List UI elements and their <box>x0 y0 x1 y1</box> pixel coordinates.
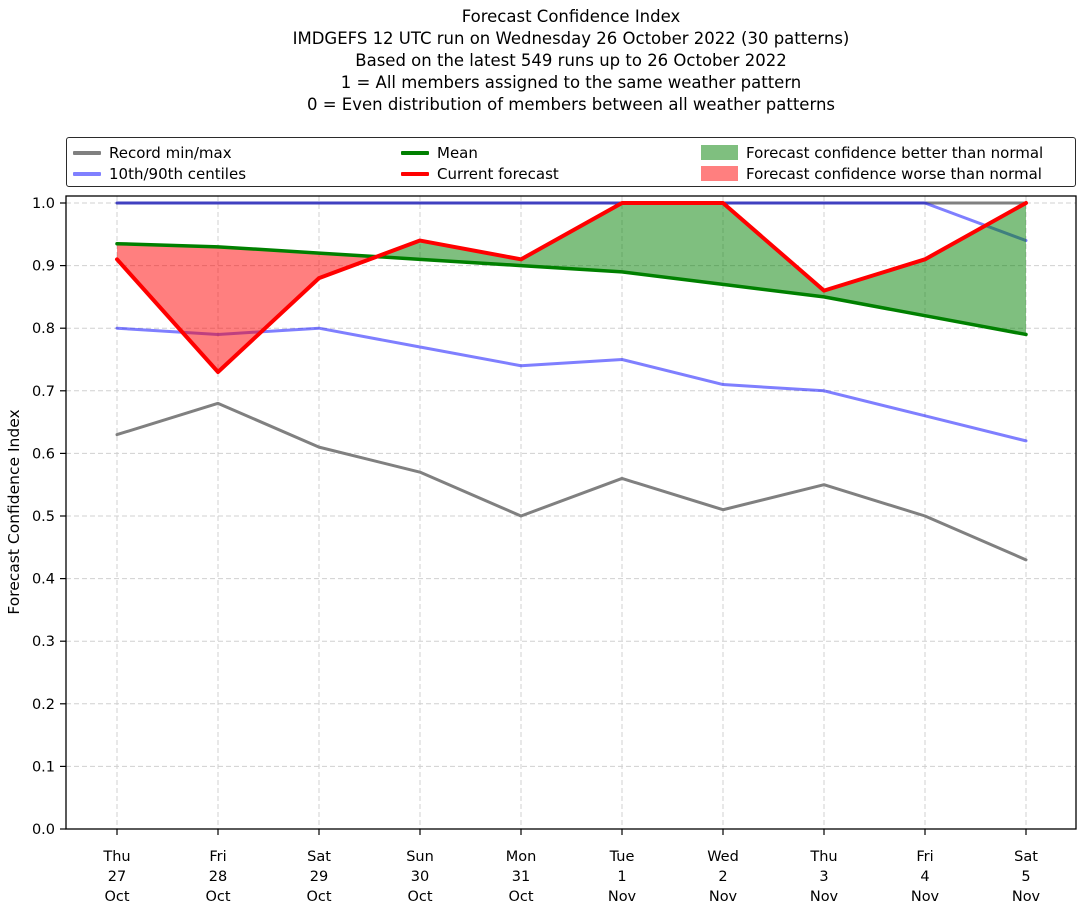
y-tick-label: 0.4 <box>32 572 55 588</box>
legend-line-swatch <box>401 171 429 176</box>
chart-title-block: Forecast Confidence Index IMDGEFS 12 UTC… <box>66 6 1076 116</box>
x-axis: Thu 27 Oct Fri 28 Oct Sat 29 Oct Sun 30 Oct Mon 31 Oct… <box>102 829 1041 905</box>
x-tick-label: Thu 27 Oct <box>102 849 130 905</box>
legend-column: Mean Current forecast <box>401 142 559 184</box>
x-tick-label: Fri 4 Nov <box>911 849 940 905</box>
y-tick-label: 0.6 <box>32 446 55 462</box>
x-tick-label: Mon 31 Oct <box>506 849 537 905</box>
y-tick-label: 0.9 <box>32 259 55 275</box>
legend-item: 10th/90th centiles <box>73 163 246 184</box>
x-tick-label: Thu 3 Nov <box>809 849 838 905</box>
series-90th-centile <box>115 201 1028 243</box>
x-tick-label: Wed 2 Nov <box>707 849 739 905</box>
chart-subtitle-note-1: 1 = All members assigned to the same wea… <box>340 73 802 92</box>
y-axis-label: Forecast Confidence Index <box>5 409 23 614</box>
y-tick-label: 0.5 <box>32 509 55 525</box>
legend-item: Record min/max <box>73 142 246 163</box>
y-tick-label: 0.8 <box>32 321 55 337</box>
x-tick-label: Tue 1 Nov <box>608 849 637 905</box>
legend-item: Forecast confidence better than normal <box>701 142 1043 163</box>
x-tick-label: Sat 29 Oct <box>306 849 331 905</box>
fill-worse-than-normal <box>117 243 377 373</box>
fill-regions <box>117 203 1026 373</box>
chart-title: Forecast Confidence Index <box>461 7 681 26</box>
y-tick-label: 0.2 <box>32 697 55 713</box>
legend-line-swatch <box>401 150 429 155</box>
y-tick-label: 1.0 <box>32 196 55 212</box>
legend-item: Current forecast <box>401 163 559 184</box>
x-tick-label: Fri 28 Oct <box>205 849 230 905</box>
chart-subtitle-runs: Based on the latest 549 runs up to 26 Oc… <box>355 51 787 70</box>
legend-patch-swatch <box>701 166 738 181</box>
legend-item: Mean <box>401 142 559 163</box>
chart-subtitle-run: IMDGEFS 12 UTC run on Wednesday 26 Octob… <box>292 29 850 48</box>
legend-column: Forecast confidence better than normal Fo… <box>701 142 1043 184</box>
chart-legend: Record min/max 10th/90th centiles Mean Curr… <box>66 137 1076 187</box>
y-tick-label: 0.7 <box>32 384 55 400</box>
y-tick-label: 0.1 <box>32 759 55 775</box>
legend-label: Current forecast <box>437 164 559 183</box>
plot-border <box>65 195 1077 830</box>
y-tick-label: 0.3 <box>32 634 55 650</box>
legend-line-swatch <box>73 150 101 155</box>
y-axis: 0.0 0.1 0.2 0.3 0.4 0.5 0.6 0.7 0.8 0.9 1.0 <box>32 196 66 838</box>
series-10th-centile <box>115 326 1028 443</box>
legend-label: Record min/max <box>109 143 232 162</box>
legend-label: Forecast confidence better than normal <box>746 143 1044 162</box>
legend-column: Record min/max 10th/90th centiles <box>73 142 246 184</box>
legend-label: Forecast confidence worse than normal <box>746 164 1042 183</box>
series-mean <box>115 241 1028 337</box>
x-tick-label: Sat 5 Nov <box>1012 849 1041 905</box>
legend-label: 10th/90th centiles <box>109 164 247 183</box>
series-record-min <box>115 401 1028 562</box>
legend-line-swatch <box>73 171 101 176</box>
legend-label: Mean <box>437 143 478 162</box>
legend-patch-swatch <box>701 145 738 160</box>
legend-item: Forecast confidence worse than normal <box>701 163 1043 184</box>
series-current-forecast <box>115 201 1028 375</box>
chart-subtitle-note-0: 0 = Even distribution of members between… <box>306 95 836 114</box>
x-tick-label: Sun 30 Oct <box>406 849 434 905</box>
fill-better-than-normal <box>376 203 1026 335</box>
y-tick-label: 0.0 <box>32 822 55 838</box>
